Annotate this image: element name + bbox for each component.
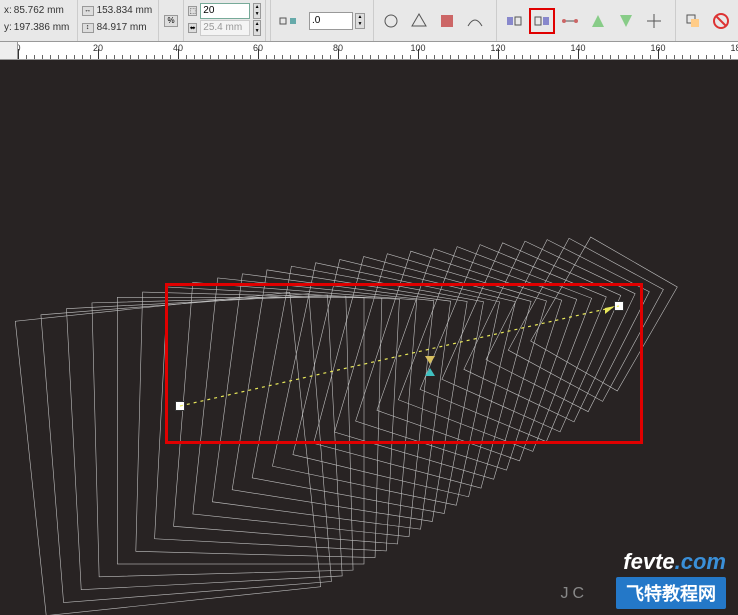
end-obj-btn[interactable]	[529, 8, 555, 34]
rotation-panel: ▲▼	[305, 0, 369, 41]
watermark-label: 飞特教程网	[616, 577, 726, 609]
offset-input	[200, 20, 250, 36]
width-icon: ↔	[82, 6, 94, 16]
blend-tools-4	[676, 0, 738, 41]
watermark-url-b: .com	[675, 549, 726, 574]
offset-spinner: ▲▼	[253, 20, 261, 36]
width-value: 153.834 mm	[97, 5, 153, 16]
x-label: x:	[4, 5, 12, 16]
rotation-spinner[interactable]: ▲▼	[355, 13, 365, 29]
path-props-btn[interactable]	[557, 8, 583, 34]
blend-start-handle[interactable]	[175, 401, 185, 411]
watermark-url-a: fevte	[623, 549, 674, 574]
fuse-start-btn[interactable]	[585, 8, 611, 34]
watermark-url: fevte.com	[616, 549, 726, 575]
watermark: fevte.com 飞特教程网	[616, 549, 726, 609]
blend-along-btn[interactable]	[462, 8, 488, 34]
start-obj-btn[interactable]	[501, 8, 527, 34]
x-value: 85.762 mm	[14, 5, 64, 16]
steps-panel: ⬚ ▲▼ ⬌ ▲▼	[184, 0, 266, 41]
clear-blend-btn[interactable]	[708, 8, 734, 34]
offset-icon: ⬌	[188, 23, 197, 33]
watermark-jc: JC	[560, 585, 588, 603]
property-bar: x: 85.762 mm y: 197.386 mm ↔ 153.834 mm …	[0, 0, 738, 42]
steps-icon: ⬚	[188, 6, 197, 16]
split-btn[interactable]	[641, 8, 667, 34]
lock-icon: %	[164, 15, 178, 27]
height-value: 84.917 mm	[97, 22, 147, 33]
blend-direct-btn[interactable]	[275, 8, 301, 34]
steps-spinner[interactable]: ▲▼	[253, 3, 261, 19]
blend-tools-1	[271, 0, 305, 41]
horizontal-ruler[interactable]: 020406080100120140160180	[0, 42, 738, 60]
loop-btn[interactable]	[378, 8, 404, 34]
size-panel: ↔ 153.834 mm ↕ 84.917 mm	[78, 0, 160, 41]
height-icon: ↕	[82, 23, 94, 33]
blend-tools-2	[374, 0, 492, 41]
drawing-canvas[interactable]: JC fevte.com 飞特教程网	[0, 60, 738, 615]
accel-colors-btn[interactable]	[434, 8, 460, 34]
steps-input[interactable]	[200, 3, 250, 19]
blend-end-handle[interactable]	[614, 301, 624, 311]
blend-graphic	[0, 60, 738, 615]
position-panel: x: 85.762 mm y: 197.386 mm	[0, 0, 78, 41]
accel-objects-btn[interactable]	[406, 8, 432, 34]
scale-lock-panel[interactable]: %	[159, 0, 184, 41]
fuse-end-btn[interactable]	[613, 8, 639, 34]
ruler-origin[interactable]	[0, 42, 18, 60]
copy-props-btn[interactable]	[680, 8, 706, 34]
blend-tools-3	[497, 0, 671, 41]
rotation-input[interactable]	[309, 12, 353, 30]
y-label: y:	[4, 22, 12, 33]
y-value: 197.386 mm	[14, 22, 70, 33]
